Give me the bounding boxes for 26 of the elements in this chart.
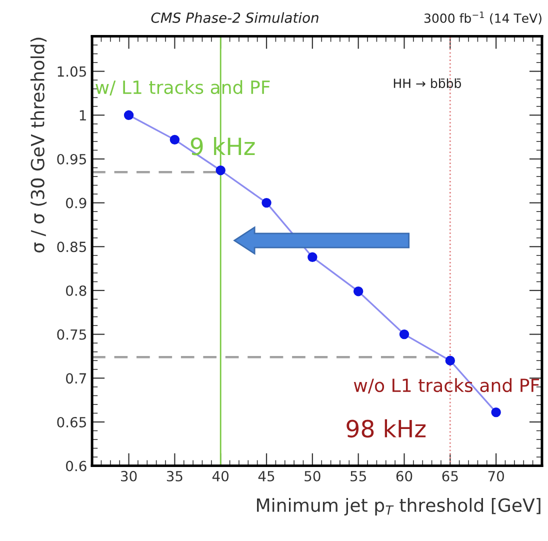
y-tick-label: 1.05 <box>58 66 86 77</box>
x-tick-label: 30 <box>121 470 137 482</box>
y-tick-label: 0.6 <box>66 460 86 472</box>
x-tick-label: 55 <box>350 471 366 482</box>
y-tick-label: 0.9 <box>66 198 86 208</box>
y-axis-title: σ / σ (30 GeV threshold) <box>30 38 47 252</box>
x-tick-label: 70 <box>488 470 504 482</box>
chart-subtitle: 3000 fb$^{−1}$ (14 TeV) <box>424 12 542 24</box>
annotation: w/o L1 tracks and PF <box>354 378 540 394</box>
x-tick-label: 60 <box>396 470 412 482</box>
x-tick-label: 35 <box>166 470 182 482</box>
y-tick-label: 0.75 <box>57 329 86 340</box>
y-tick-label: 1 <box>80 110 86 120</box>
x-axis-title: Minimum jet p$_{T}$ threshold [GeV] <box>257 498 540 516</box>
x-tick-label: 40 <box>212 470 229 482</box>
x-tick-label: 45 <box>258 471 274 482</box>
y-tick-label: 0.8 <box>66 285 86 296</box>
y-tick-label: 0.65 <box>57 416 86 428</box>
y-tick-label: 0.95 <box>57 154 86 164</box>
annotation: 98 kHz <box>346 419 426 438</box>
y-tick-label: 0.85 <box>57 242 86 252</box>
annotation: HH → bb̄bb̄ <box>394 78 461 88</box>
x-tick-label: 50 <box>304 470 320 482</box>
x-tick-label: 65 <box>442 470 458 482</box>
chart-title: CMS Phase-2 Simulation <box>151 12 318 23</box>
y-tick-label: 0.7 <box>66 373 86 384</box>
